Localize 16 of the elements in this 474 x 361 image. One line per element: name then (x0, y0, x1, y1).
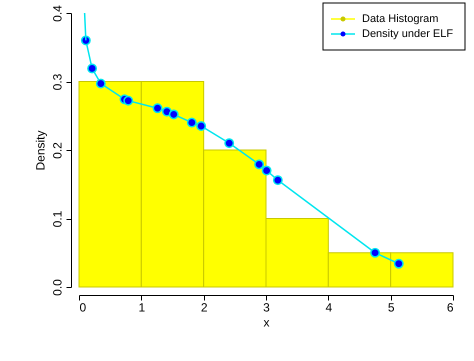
x-tick-label: 6 (446, 300, 454, 314)
y-tick-label: 0.4 (50, 4, 64, 22)
y-tick-label: 0.2 (50, 142, 64, 159)
legend-label: Density under ELF (362, 28, 454, 40)
x-tick-label: 5 (388, 300, 395, 314)
x-tick-label: 0 (80, 300, 86, 314)
x-tick-label: 2 (200, 300, 208, 314)
y-tick-label: 0.0 (50, 278, 64, 296)
x-tick-label: 1 (138, 300, 146, 314)
y-axis-title: Density (34, 130, 48, 171)
legend-label: Data Histogram (362, 13, 438, 25)
y-tick-label: 0.3 (50, 73, 64, 90)
x-axis-title: x (264, 316, 270, 330)
y-tick-label: 0.1 (50, 210, 64, 228)
x-tick-label: 4 (325, 300, 332, 314)
x-tick-label: 3 (263, 300, 270, 314)
